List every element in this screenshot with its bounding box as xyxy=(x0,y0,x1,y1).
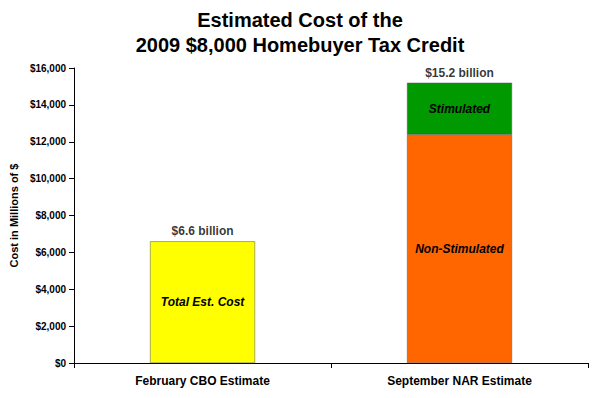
svg-text:February CBO Estimate: February CBO Estimate xyxy=(135,374,270,388)
svg-text:Stimulated: Stimulated xyxy=(429,102,491,116)
svg-text:September NAR Estimate: September NAR Estimate xyxy=(387,374,532,388)
svg-text:Total Est. Cost: Total Est. Cost xyxy=(161,295,246,309)
svg-text:$4,000: $4,000 xyxy=(35,284,66,295)
svg-text:$15.2 billion: $15.2 billion xyxy=(425,66,494,80)
svg-text:$2,000: $2,000 xyxy=(35,321,66,332)
svg-text:$14,000: $14,000 xyxy=(30,99,67,110)
svg-text:2009 $8,000 Homebuyer Tax Cred: 2009 $8,000 Homebuyer Tax Credit xyxy=(136,34,465,56)
svg-text:$10,000: $10,000 xyxy=(30,173,67,184)
svg-text:$0: $0 xyxy=(55,358,67,369)
svg-text:Non-Stimulated: Non-Stimulated xyxy=(415,242,504,256)
svg-text:Estimated Cost of the: Estimated Cost of the xyxy=(197,9,403,31)
svg-text:$12,000: $12,000 xyxy=(30,136,67,147)
svg-text:$8,000: $8,000 xyxy=(35,210,66,221)
svg-text:$6,000: $6,000 xyxy=(35,247,66,258)
svg-text:$6.6 billion: $6.6 billion xyxy=(172,224,234,238)
svg-text:$16,000: $16,000 xyxy=(30,63,67,74)
svg-text:Cost in Millions of $: Cost in Millions of $ xyxy=(8,164,20,268)
